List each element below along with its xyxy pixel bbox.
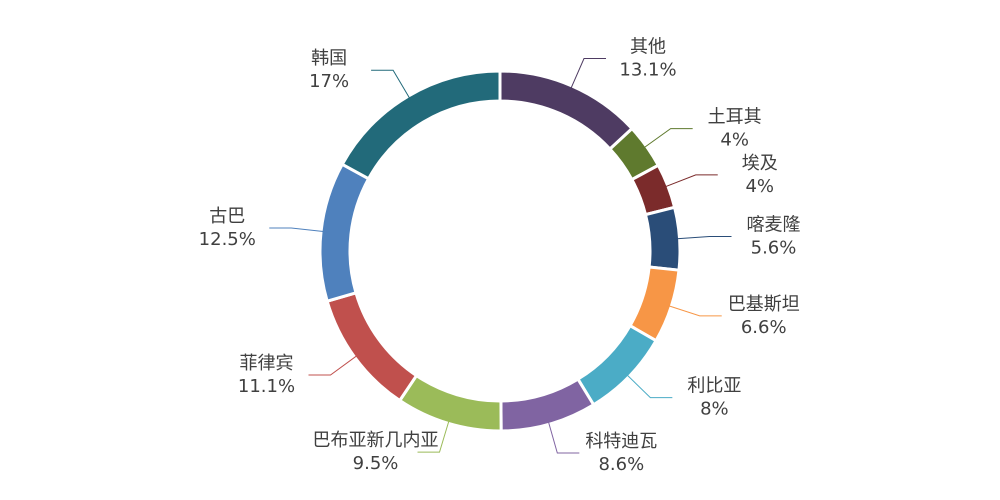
value-label: 12.5% — [199, 229, 256, 250]
value-label: 11.1% — [238, 376, 295, 397]
category-label: 巴基斯坦 — [728, 294, 800, 315]
leader-line — [660, 174, 718, 190]
leader-line — [639, 128, 693, 152]
donut-segment — [397, 373, 503, 433]
value-label: 9.5% — [353, 453, 399, 474]
category-label: 科特迪瓦 — [585, 431, 657, 452]
category-label: 埃及 — [742, 153, 778, 174]
leader-line — [546, 416, 580, 454]
category-label: 韩国 — [311, 48, 347, 69]
leader-line — [308, 352, 362, 376]
category-label: 利比亚 — [687, 376, 741, 397]
leader-line — [568, 58, 607, 94]
donut-segment — [498, 69, 635, 152]
category-label: 喀麦隆 — [746, 214, 800, 235]
category-label: 巴布亚新几内亚 — [313, 430, 439, 451]
category-label: 古巴 — [209, 206, 245, 227]
leader-line — [371, 69, 413, 104]
leader-line — [663, 303, 722, 317]
value-label: 13.1% — [619, 60, 676, 81]
leader-line — [671, 235, 732, 240]
category-label: 菲律宾 — [239, 353, 293, 374]
value-label: 4% — [745, 176, 774, 197]
donut-segment — [318, 162, 371, 304]
value-label: 6.6% — [741, 317, 787, 338]
donut-segment — [499, 377, 596, 433]
value-label: 8% — [700, 399, 729, 420]
leader-line — [269, 227, 330, 233]
value-label: 8.6% — [598, 454, 644, 475]
value-label: 4% — [720, 130, 749, 151]
category-label: 其他 — [630, 37, 666, 58]
donut-segment — [340, 69, 502, 181]
value-label: 5.6% — [751, 237, 797, 258]
leader-line — [622, 370, 673, 399]
donut-segment — [575, 323, 659, 407]
category-label: 土耳其 — [708, 107, 762, 128]
value-label: 17% — [309, 71, 349, 92]
donut-segment — [325, 290, 419, 403]
leader-line — [417, 415, 451, 453]
